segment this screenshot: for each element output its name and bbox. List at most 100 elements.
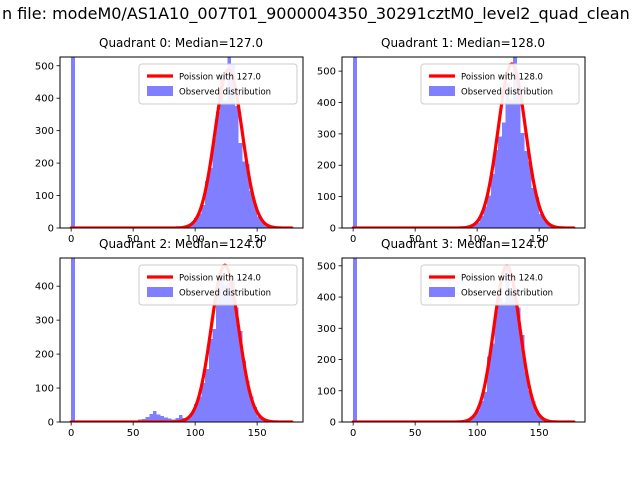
- subplot-title-quadrant-2: Quadrant 2: Median=124.0: [99, 237, 263, 251]
- x-tick-label: 100: [186, 234, 205, 245]
- y-tick-label: 100: [35, 384, 54, 395]
- subplot-quadrant-0: 0 100 200 300 400 500 0 50 100 150 Poission with 1…: [35, 56, 304, 245]
- legend: Poission with 127.0 Observed distribution: [138, 63, 298, 105]
- legend-label-observed: Observed distribution: [179, 289, 271, 299]
- histogram-bar: [212, 329, 217, 422]
- histogram-bar: [253, 406, 258, 422]
- histogram-bar: [249, 396, 254, 422]
- y-axis-ticks: 0 100 200 300 400 500: [317, 261, 342, 429]
- poisson-curve: [69, 263, 294, 422]
- histogram-bar: [193, 218, 198, 228]
- x-tick-label: 50: [409, 234, 422, 245]
- histogram-bar: [472, 224, 476, 228]
- histogram-bar: [475, 222, 480, 228]
- histogram-bar: [490, 173, 495, 228]
- histogram-bar: [501, 122, 506, 228]
- histogram-bar: [513, 288, 517, 422]
- y-tick-label: 400: [317, 98, 336, 109]
- legend-label-observed: Observed distribution: [179, 88, 271, 98]
- histogram-bar: [175, 417, 180, 422]
- y-tick-label: 400: [35, 282, 54, 293]
- legend-label-observed: Observed distribution: [461, 88, 553, 98]
- histogram-bar: [219, 74, 224, 228]
- legend-label-poisson: Poission with 128.0: [461, 73, 543, 83]
- subplot-quadrant-2: 0 100 200 300 400 0 50 100 150 Poission with 124.…: [35, 257, 304, 439]
- histogram-bar: [516, 82, 521, 228]
- histogram-bar: [238, 142, 243, 228]
- histogram-bar: [505, 82, 510, 228]
- histogram-bar: [505, 264, 510, 422]
- histogram-bar: [193, 404, 198, 422]
- y-tick-label: 300: [35, 126, 54, 137]
- subplot-title-quadrant-0: Quadrant 0: Median=127.0: [99, 36, 263, 50]
- y-tick-label: 400: [317, 293, 336, 304]
- histogram-bar: [542, 219, 547, 228]
- figure-suptitle: n file: modeM0/AS1A10_007T01_9000004350_…: [2, 4, 630, 23]
- x-tick-label: 50: [127, 234, 140, 245]
- histogram-bar: [223, 100, 228, 228]
- histogram-bar: [71, 57, 75, 228]
- y-tick-label: 300: [317, 129, 336, 140]
- histogram-bar: [353, 258, 357, 422]
- histogram-bar: [216, 111, 220, 228]
- x-tick-label: 50: [127, 428, 140, 439]
- legend-box: [138, 63, 298, 105]
- legend-box: [420, 264, 580, 306]
- axes-frame: [341, 257, 586, 423]
- histogram-bar: [190, 223, 194, 228]
- histogram-bar: [472, 415, 476, 422]
- legend: Poission with 128.0 Observed distribution: [420, 63, 580, 105]
- x-axis-ticks: 0 50 100 150: [350, 422, 549, 439]
- x-axis-ticks: 0 50 100 150: [68, 228, 267, 245]
- histogram-bar: [212, 137, 217, 228]
- x-tick-label: 0: [350, 234, 356, 245]
- x-tick-label: 150: [248, 234, 267, 245]
- y-tick-label: 200: [35, 159, 54, 170]
- histogram-bar: [223, 284, 228, 422]
- subplot-quadrant-1: 0 100 200 300 400 500 0 50 100 150 Poission with 1…: [317, 56, 586, 245]
- histogram-bar: [527, 390, 532, 422]
- histogram-bar: [479, 400, 484, 422]
- histogram-bar: [257, 216, 261, 228]
- legend: Poission with 124.0 Observed distribution: [420, 264, 580, 306]
- histogram-bar: [152, 411, 157, 422]
- axes-frame: [341, 56, 586, 229]
- y-axis-ticks: 0 100 200 300 400 500: [317, 67, 342, 235]
- subplot-title-quadrant-3: Quadrant 3: Median=124.0: [381, 237, 545, 251]
- y-tick-label: 0: [48, 418, 54, 429]
- histogram-bar: [227, 57, 232, 228]
- y-tick-label: 200: [35, 350, 54, 361]
- histogram-bar: [249, 190, 254, 228]
- histogram-bar: [149, 414, 153, 422]
- legend: Poission with 124.0 Observed distribution: [138, 264, 298, 306]
- legend-label-poisson: Poission with 127.0: [179, 73, 261, 83]
- legend-patch-sample: [147, 287, 173, 297]
- histogram-bar: [490, 343, 495, 422]
- x-tick-label: 0: [350, 428, 356, 439]
- x-tick-label: 100: [468, 234, 487, 245]
- histogram-bar: [535, 412, 540, 422]
- y-tick-label: 400: [35, 94, 54, 105]
- histogram-bar: [242, 161, 246, 228]
- histogram-bar: [509, 99, 514, 228]
- histogram-bar: [546, 223, 551, 228]
- histogram-bar: [164, 417, 168, 422]
- histogram-bar: [524, 151, 528, 228]
- x-tick-label: 150: [530, 234, 549, 245]
- histogram-bar: [145, 417, 150, 422]
- histogram-bar: [498, 297, 502, 422]
- legend-box: [138, 264, 298, 306]
- histogram-bar: [487, 356, 491, 422]
- histogram-bar: [216, 281, 220, 422]
- poisson-curve: [351, 264, 576, 422]
- y-tick-label: 300: [317, 324, 336, 335]
- y-tick-label: 500: [317, 67, 336, 78]
- y-tick-label: 200: [317, 355, 336, 366]
- histogram-bar: [353, 57, 357, 228]
- y-tick-label: 500: [35, 61, 54, 72]
- histogram-bar: [531, 187, 536, 228]
- y-tick-label: 100: [317, 192, 336, 203]
- x-tick-label: 100: [468, 428, 487, 439]
- legend-patch-sample: [147, 86, 173, 96]
